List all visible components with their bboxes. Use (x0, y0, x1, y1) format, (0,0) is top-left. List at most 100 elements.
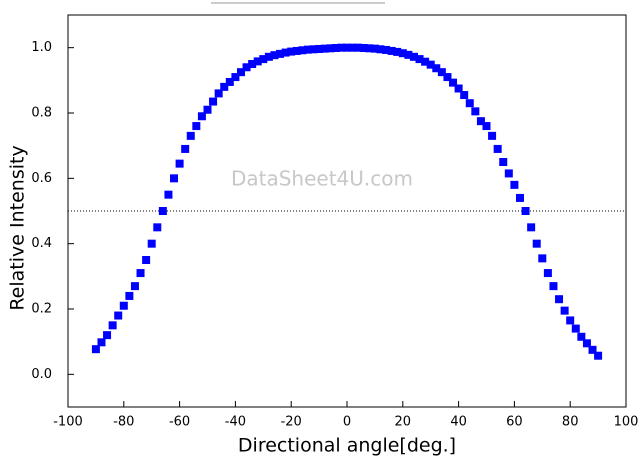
point (426, 60, 435, 69)
point (409, 52, 418, 61)
point (404, 50, 413, 59)
point (164, 190, 173, 199)
point (499, 158, 508, 166)
point (555, 295, 564, 304)
point (354, 43, 363, 52)
point (437, 68, 446, 77)
point (242, 63, 251, 72)
point (588, 345, 597, 354)
point (220, 82, 229, 91)
point (158, 207, 167, 215)
point (181, 144, 190, 153)
point (175, 159, 184, 168)
x-tick-label: -40 (225, 415, 246, 430)
point (147, 239, 156, 248)
x-tick-label: 0 (343, 415, 351, 430)
point (203, 105, 212, 114)
point (504, 169, 513, 178)
x-tick-label: 20 (395, 415, 412, 430)
point (566, 316, 575, 325)
x-tick-label: 60 (506, 415, 523, 430)
point (460, 91, 469, 100)
point (465, 99, 474, 108)
point (270, 51, 279, 60)
point (91, 345, 100, 354)
point (443, 73, 452, 82)
point (454, 84, 463, 93)
point (449, 78, 458, 87)
point (197, 112, 206, 121)
point (382, 45, 391, 54)
point (582, 339, 591, 348)
point (343, 43, 351, 52)
point (560, 306, 569, 315)
point (432, 64, 441, 73)
point (225, 77, 234, 86)
point (538, 254, 547, 263)
point (125, 291, 134, 300)
point (108, 321, 117, 330)
point (320, 44, 329, 53)
x-tick-label: -60 (169, 415, 190, 430)
point (114, 311, 123, 320)
point (103, 331, 112, 340)
point (119, 301, 128, 310)
point (276, 49, 285, 58)
y-tick-label: 0.8 (31, 106, 52, 121)
point (376, 45, 385, 54)
point (298, 46, 307, 55)
point (543, 269, 552, 278)
point (170, 174, 179, 183)
y-tick-label: 0.0 (31, 367, 52, 382)
point (192, 122, 201, 131)
watermark: DataSheet4U.com (231, 167, 413, 191)
point (264, 52, 273, 61)
y-tick-label: 1.0 (31, 40, 52, 55)
point (281, 48, 290, 57)
point (303, 45, 312, 54)
point (365, 44, 374, 53)
point (415, 55, 424, 64)
point (482, 122, 491, 131)
point (209, 97, 218, 106)
point (387, 46, 396, 55)
y-tick-label: 0.6 (31, 171, 52, 186)
x-tick-label: -80 (113, 415, 134, 430)
point (571, 324, 580, 333)
point (348, 43, 357, 52)
point (136, 269, 145, 278)
point (510, 180, 519, 189)
point (421, 57, 430, 66)
point (398, 49, 407, 58)
point (186, 131, 195, 140)
point (259, 55, 268, 64)
x-tick-label: 40 (450, 415, 467, 430)
point (476, 117, 485, 126)
point (292, 46, 301, 55)
point (287, 47, 296, 56)
point (577, 332, 586, 341)
x-tick-label: -20 (281, 415, 302, 430)
point (331, 43, 340, 52)
point (337, 43, 346, 52)
point (253, 57, 262, 66)
x-tick-label: -100 (53, 415, 83, 430)
x-tick-label: 100 (614, 415, 639, 430)
point (326, 44, 335, 53)
point (527, 223, 536, 232)
point (231, 73, 240, 82)
point (521, 207, 530, 215)
point (393, 47, 402, 56)
point (488, 131, 497, 140)
point (153, 223, 162, 232)
point (236, 68, 245, 77)
point (248, 60, 257, 68)
x-axis-label: Directional angle[deg.] (238, 435, 456, 457)
point (214, 89, 223, 98)
point (97, 338, 106, 347)
point (493, 144, 502, 153)
point (532, 239, 541, 248)
point (515, 193, 524, 202)
point (315, 44, 324, 53)
